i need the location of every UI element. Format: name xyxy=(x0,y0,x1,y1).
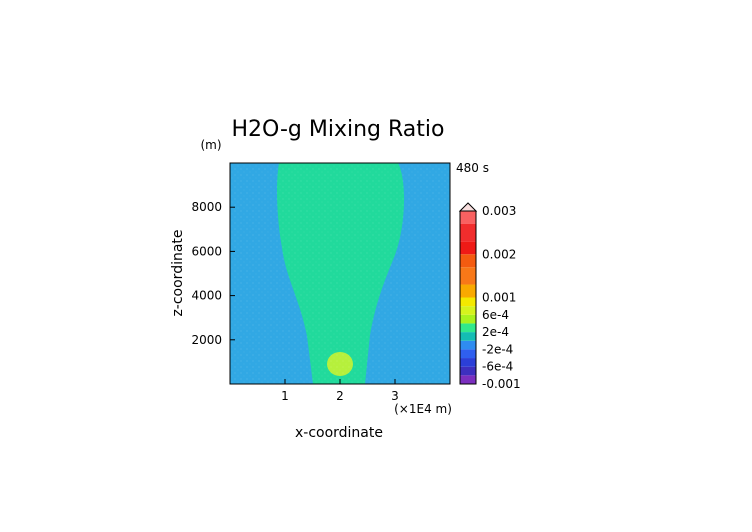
colorbar-swatch xyxy=(460,375,476,384)
y-unit-label: (m) xyxy=(200,138,221,152)
y-tick-label: 8000 xyxy=(191,200,222,214)
colorbar-swatch xyxy=(460,297,476,307)
colorbar-swatch xyxy=(460,349,476,359)
y-tick-label: 6000 xyxy=(191,244,222,258)
colorbar-swatch xyxy=(460,358,476,367)
x-tick-label: 3 xyxy=(391,389,399,403)
plot-area xyxy=(229,162,451,385)
x-axis-label: x-coordinate xyxy=(295,425,383,441)
colorbar-swatch xyxy=(460,284,476,298)
colorbar-tick-label: 0.003 xyxy=(482,204,516,218)
time-label: 480 s xyxy=(456,161,489,175)
y-axis: 2000 4000 6000 8000 xyxy=(191,200,235,347)
colorbar-swatch xyxy=(460,241,476,255)
colorbar: 0.003 0.002 0.001 6e-4 2e-4 -2e-4 -6e-4 -0.001 xyxy=(458,202,521,391)
chart-title: H2O-g Mixing Ratio xyxy=(232,117,445,142)
colorbar-swatch xyxy=(460,267,476,285)
x-unit-label: (×1E4 m) xyxy=(394,402,452,416)
x-tick-label: 1 xyxy=(281,389,289,403)
colorbar-swatch xyxy=(460,314,476,324)
y-tick-label: 4000 xyxy=(191,289,222,303)
x-tick-label: 2 xyxy=(336,389,344,403)
colorbar-tick-label: -2e-4 xyxy=(482,342,513,356)
colorbar-swatch xyxy=(460,366,476,376)
colorbar-tick-label: 0.001 xyxy=(482,291,516,305)
plot-texture xyxy=(230,163,450,384)
colorbar-swatch xyxy=(460,306,476,315)
y-tick-label: 2000 xyxy=(191,333,222,347)
colorbar-tick-label: -0.001 xyxy=(482,377,521,391)
colorbar-swatch xyxy=(460,223,476,242)
colorbar-swatch xyxy=(460,254,476,268)
colorbar-tick-label: 6e-4 xyxy=(482,308,509,322)
x-axis: 1 2 3 xyxy=(281,379,399,403)
colorbar-swatch xyxy=(460,211,476,224)
colorbar-top-arrow xyxy=(458,202,478,212)
y-axis-label: z-coordinate xyxy=(170,229,186,316)
colorbar-swatch xyxy=(460,340,476,350)
colorbar-border xyxy=(459,210,477,385)
colorbar-tick-label: 0.002 xyxy=(482,247,516,261)
colorbar-tick-label: -6e-4 xyxy=(482,360,513,374)
colorbar-swatch xyxy=(460,323,476,333)
colorbar-tick-label: 2e-4 xyxy=(482,325,509,339)
colorbar-swatch xyxy=(460,332,476,341)
